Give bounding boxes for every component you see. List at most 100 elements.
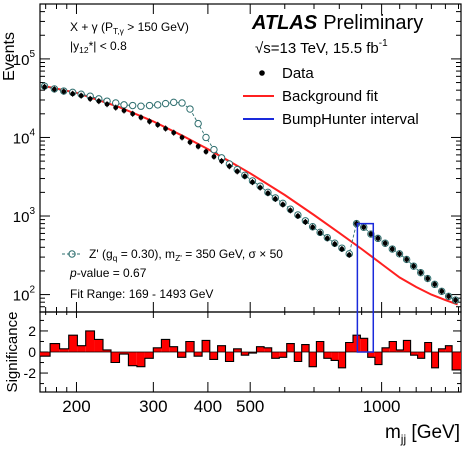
legend-label-bumphunter: BumpHunter interval	[282, 111, 419, 128]
data-point	[147, 119, 152, 124]
data-point	[287, 207, 293, 213]
data-point	[418, 270, 424, 276]
significance-bar	[128, 352, 137, 366]
data-point	[332, 241, 338, 247]
significance-bar	[256, 346, 265, 352]
data-point	[339, 246, 345, 252]
ratio-y-tick-label: 0	[28, 344, 36, 360]
signal-point	[178, 99, 186, 107]
data-point	[138, 115, 144, 120]
significance-bar	[294, 352, 302, 362]
signal-legend-marker	[68, 250, 76, 258]
signal-point	[128, 101, 137, 110]
selection-cut-rapidity: |y12*| < 0.8	[70, 39, 127, 55]
data-point	[310, 224, 316, 230]
data-point	[226, 163, 232, 169]
background-fit-line	[44, 85, 458, 306]
data-point	[317, 230, 323, 236]
data-point	[453, 297, 458, 303]
data-point	[324, 235, 330, 241]
data-point	[446, 293, 452, 299]
signal-point	[210, 145, 218, 154]
significance-bar	[59, 348, 69, 352]
x-tick-label: 500	[236, 397, 264, 416]
data-point	[280, 202, 286, 207]
data-point	[242, 173, 248, 179]
data-point	[155, 122, 161, 128]
data-point	[113, 105, 119, 110]
data-point	[187, 139, 193, 145]
data-point	[70, 91, 76, 97]
significance-bar	[169, 346, 178, 352]
significance-bar	[323, 352, 332, 359]
significance-bar	[194, 352, 203, 357]
significance-bar	[102, 349, 112, 352]
legend-marker-data	[259, 70, 265, 76]
data-point	[130, 111, 136, 117]
data-point	[234, 168, 240, 174]
data-point	[219, 158, 225, 164]
significance-bar	[185, 341, 195, 352]
significance-bar	[389, 341, 397, 352]
data-point	[361, 224, 367, 230]
bumphunter-interval-lines	[356, 222, 375, 312]
data-point	[171, 130, 177, 136]
significance-bar	[445, 345, 453, 352]
significance-bar	[40, 352, 51, 357]
significance-outline	[40, 330, 461, 371]
significance-bar	[360, 338, 368, 352]
fit-range-label: Fit Range: 169 - 1493 GeV	[70, 287, 213, 301]
x-tick-label: 1000	[363, 397, 401, 416]
significance-bar	[111, 352, 120, 363]
x-tick-label: 400	[194, 397, 222, 416]
experiment-label: ATLAS Preliminary	[251, 12, 423, 34]
data-point	[303, 219, 308, 225]
legend-label-data: Data	[282, 65, 314, 82]
significance-bar	[217, 345, 226, 352]
data-point	[272, 196, 278, 202]
x-tick-label: 300	[139, 397, 167, 416]
y-tick-label: 103	[13, 206, 36, 226]
significance-bar	[381, 347, 390, 352]
x-axis-label: mjj [GeV]	[385, 422, 460, 446]
data-point	[404, 257, 410, 262]
significance-bar	[286, 343, 295, 352]
signal-point	[194, 119, 202, 128]
data-point	[96, 98, 102, 104]
data-point	[368, 231, 374, 237]
significance-bar	[271, 352, 280, 359]
significance-bar	[77, 345, 86, 352]
significance-bar	[264, 347, 272, 352]
significance-bar	[431, 352, 439, 368]
significance-bar	[279, 352, 287, 358]
data-point	[51, 86, 57, 92]
significance-bar	[367, 352, 375, 358]
significance-bar	[417, 352, 425, 359]
ratio-y-axis-label: Significance	[4, 312, 21, 393]
significance-bar	[68, 335, 78, 352]
significance-bar	[202, 340, 210, 352]
data-point	[195, 143, 201, 149]
y-tick-label: 104	[13, 127, 36, 147]
data-point	[439, 288, 445, 294]
data-point	[346, 252, 352, 258]
significance-bar	[316, 341, 324, 352]
data-point	[163, 126, 168, 131]
legend-label-bkg-fit: Background fit	[282, 88, 379, 105]
significance-bar	[153, 347, 162, 352]
signal-point	[170, 98, 178, 107]
data-point	[382, 240, 388, 246]
p-value-label: p-value = 0.67	[69, 266, 147, 280]
signal-legend-label: Z' (gq = 0.30), mZ' = 350 GeV, σ × 50	[89, 247, 283, 263]
significance-bar	[331, 352, 339, 361]
data-point	[61, 89, 67, 94]
data-point	[42, 84, 47, 90]
significance-bar	[144, 352, 154, 359]
selection-cut-pt: X + γ (PT,γ > 150 GeV)	[70, 20, 189, 36]
main-y-axis-label: Events	[1, 32, 18, 81]
legend: Data Background fit BumpHunter interval	[243, 65, 419, 128]
data-point	[87, 96, 93, 102]
data-point	[375, 235, 381, 241]
signal-legend: Z' (gq = 0.30), mZ' = 350 GeV, σ × 50	[62, 247, 283, 263]
main-plot-area	[40, 82, 460, 312]
